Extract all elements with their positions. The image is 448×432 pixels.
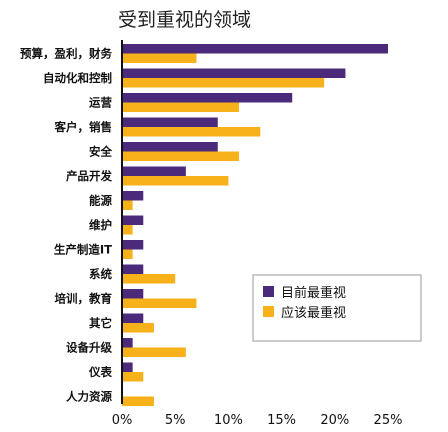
- x-tick-label-0: 0%: [112, 413, 133, 428]
- bar-should-8: [122, 249, 133, 259]
- bar-should-0: [122, 53, 197, 63]
- bars-group: [122, 44, 388, 406]
- category-label-1: 自动化和控制: [43, 71, 112, 85]
- bar-current-0: [122, 44, 388, 54]
- bar-current-10: [122, 289, 144, 299]
- bar-should-2: [122, 102, 240, 112]
- bar-current-8: [122, 240, 144, 250]
- legend-box: [252, 274, 422, 342]
- bar-current-12: [122, 338, 133, 348]
- category-label-6: 能源: [89, 194, 112, 208]
- bar-should-10: [122, 298, 197, 308]
- bar-current-4: [122, 142, 218, 152]
- bar-should-14: [122, 396, 154, 406]
- bar-should-4: [122, 151, 240, 161]
- category-label-10: 培训，教育: [55, 292, 113, 306]
- legend-label-should: 应该最重视: [281, 305, 346, 321]
- category-label-13: 仪表: [88, 365, 112, 379]
- bar-should-3: [122, 127, 261, 137]
- category-label-5: 产品开发: [66, 169, 112, 183]
- chart-title: 受到重视的领域: [118, 9, 251, 31]
- bar-should-7: [122, 225, 133, 235]
- bar-should-12: [122, 347, 186, 357]
- bar-current-3: [122, 117, 218, 127]
- legend-swatch-current: [263, 286, 274, 297]
- bar-should-9: [122, 274, 176, 284]
- bar-current-7: [122, 215, 144, 225]
- bar-current-1: [122, 68, 346, 78]
- bar-should-5: [122, 176, 229, 186]
- category-label-0: 预算，盈利，财务: [20, 47, 112, 61]
- bar-current-13: [122, 362, 133, 372]
- bar-should-11: [122, 323, 154, 333]
- x-tick-label-1: 5%: [165, 413, 186, 428]
- category-label-3: 客户，销售: [54, 120, 113, 134]
- category-label-4: 安全: [89, 145, 112, 159]
- x-tick-label-4: 20%: [320, 413, 349, 428]
- bar-should-1: [122, 78, 325, 88]
- category-label-8: 生产制造IT: [54, 243, 112, 257]
- x-tick-label-5: 25%: [374, 413, 403, 428]
- x-tick-label-2: 10%: [214, 413, 243, 428]
- legend-label-current: 目前最重视: [281, 285, 346, 301]
- bar-should-6: [122, 200, 133, 210]
- bar-current-6: [122, 191, 144, 201]
- category-label-12: 设备升级: [66, 341, 112, 355]
- legend: 目前最重视 应该最重视: [252, 274, 422, 342]
- category-label-11: 其它: [89, 316, 112, 330]
- bar-current-11: [122, 313, 144, 323]
- category-label-9: 系统: [89, 267, 112, 281]
- category-label-2: 运营: [89, 96, 112, 110]
- category-label-7: 维护: [89, 218, 112, 232]
- legend-swatch-should: [263, 306, 274, 317]
- bar-current-5: [122, 166, 186, 176]
- bar-current-2: [122, 93, 293, 103]
- bar-current-9: [122, 264, 144, 274]
- x-tick-label-3: 15%: [267, 413, 296, 428]
- bar-should-13: [122, 372, 144, 382]
- category-label-14: 人力资源: [66, 390, 112, 404]
- x-tick-labels: 0% 5% 10% 15% 20% 25%: [112, 413, 403, 428]
